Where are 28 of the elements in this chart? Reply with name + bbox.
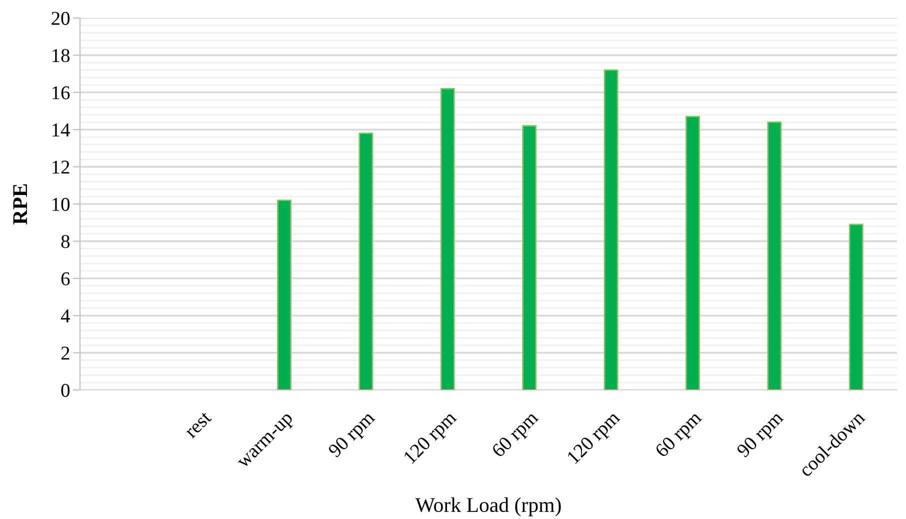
y-tick-label: 10 <box>52 198 70 211</box>
x-tick-label: 90 rpm <box>327 410 378 461</box>
y-tick-label: 12 <box>52 160 70 174</box>
y-tick-label: 18 <box>52 49 70 62</box>
bar <box>848 224 864 390</box>
y-tick-label: 0 <box>61 384 70 397</box>
bar <box>604 69 618 390</box>
x-tick-label: 120 rpm <box>403 410 460 467</box>
x-tick-label: rest <box>184 411 212 439</box>
y-tick-label: 6 <box>61 272 70 286</box>
x-axis-title: Work Load (rpm) <box>415 497 561 516</box>
y-tick-label: 14 <box>52 124 70 136</box>
bar <box>767 121 782 390</box>
x-tick-label: 120 rpm <box>566 410 624 467</box>
bar <box>440 88 455 390</box>
y-axis-title: RPE <box>13 184 27 224</box>
bar <box>358 132 374 390</box>
x-tick-label: 90 rpm <box>736 410 787 461</box>
bar <box>277 200 292 390</box>
bar <box>522 125 537 390</box>
x-tick-label: 60 rpm <box>654 410 706 461</box>
y-tick-label: 20 <box>52 12 70 25</box>
y-tick-label: 4 <box>60 310 70 322</box>
bar <box>686 116 700 390</box>
x-tick-label: 60 rpm <box>491 410 542 461</box>
y-tick-label: 8 <box>61 235 70 248</box>
y-tick-label: 16 <box>52 86 70 100</box>
y-tick-label: 2 <box>61 346 70 360</box>
